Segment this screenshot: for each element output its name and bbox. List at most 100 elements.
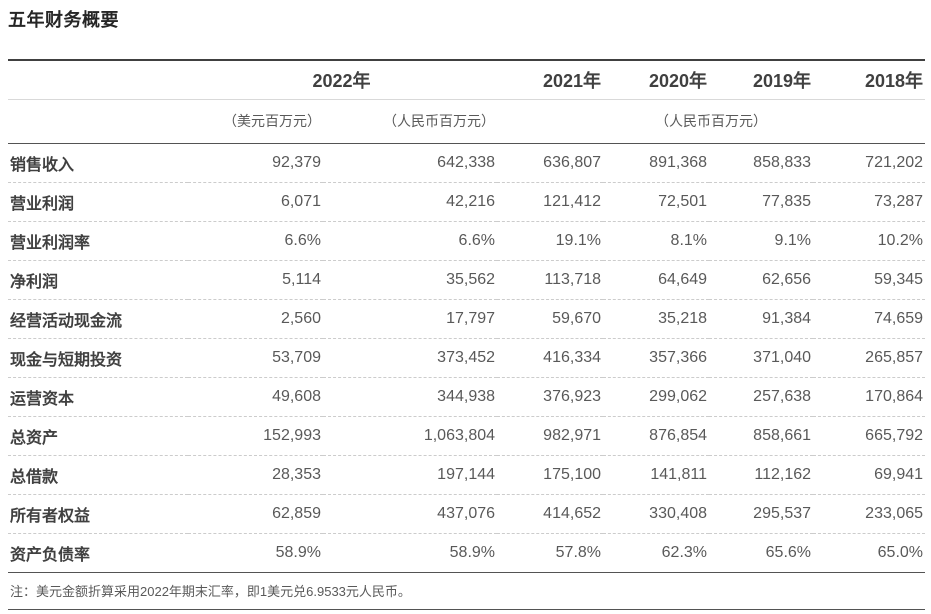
cell-value: 2,560 [188,299,323,339]
cell-value: 62.3% [603,533,710,573]
cell-value: 1,063,804 [323,416,498,456]
cell-value: 53,709 [188,338,323,378]
cell-value: 891,368 [603,143,710,183]
cell-value: 69,941 [813,455,926,495]
cell-value: 35,218 [603,299,710,339]
page-title: 五年财务概要 [8,10,119,30]
year-header-2021: 2021年 [497,60,604,100]
cell-value: 152,993 [188,416,323,456]
row-label: 营业利润率 [8,221,188,261]
table-row-operating-margin: 营业利润率 6.6% 6.6% 19.1% 8.1% 9.1% 10.2% [8,221,926,261]
unit-header-row: （美元百万元） （人民币百万元） （人民币百万元） [8,99,926,144]
row-label: 净利润 [8,260,188,300]
cell-value: 8.1% [603,221,710,261]
cell-value: 17,797 [323,299,498,339]
table-row-revenue: 销售收入 92,379 642,338 636,807 891,368 858,… [8,143,926,183]
cell-value: 636,807 [497,143,604,183]
corner-cell [8,60,188,100]
cell-value: 170,864 [813,377,926,417]
cell-value: 65.6% [709,533,814,573]
cell-value: 58.9% [323,533,498,573]
cell-value: 35,562 [323,260,498,300]
table-row-working-capital: 运营资本 49,608 344,938 376,923 299,062 257,… [8,377,926,417]
cell-value: 295,537 [709,494,814,534]
cell-value: 59,345 [813,260,926,300]
cell-value: 62,656 [709,260,814,300]
cell-value: 113,718 [497,260,604,300]
cell-value: 59,670 [497,299,604,339]
row-label: 资产负债率 [8,533,188,573]
cell-value: 373,452 [323,338,498,378]
row-label: 现金与短期投资 [8,338,188,378]
cell-value: 64,649 [603,260,710,300]
row-label: 总资产 [8,416,188,456]
row-label: 经营活动现金流 [8,299,188,339]
cell-value: 197,144 [323,455,498,495]
cell-value: 858,661 [709,416,814,456]
cell-value: 416,334 [497,338,604,378]
table-row-total-assets: 总资产 152,993 1,063,804 982,971 876,854 85… [8,416,926,456]
cell-value: 6.6% [323,221,498,261]
unit-header-rmb-2022: （人民币百万元） [323,99,498,144]
table-row-owners-equity: 所有者权益 62,859 437,076 414,652 330,408 295… [8,494,926,534]
row-label: 所有者权益 [8,494,188,534]
cell-value: 62,859 [188,494,323,534]
cell-value: 233,065 [813,494,926,534]
cell-value: 42,216 [323,182,498,222]
cell-value: 265,857 [813,338,926,378]
cell-value: 112,162 [709,455,814,495]
cell-value: 414,652 [497,494,604,534]
row-label: 销售收入 [8,143,188,183]
cell-value: 6.6% [188,221,323,261]
cell-value: 72,501 [603,182,710,222]
row-label: 总借款 [8,455,188,495]
cell-value: 175,100 [497,455,604,495]
cell-value: 5,114 [188,260,323,300]
footnote-row: 注：美元金额折算采用2022年期末汇率，即1美元兑6.9533元人民币。 [8,572,925,609]
cell-value: 19.1% [497,221,604,261]
cell-value: 92,379 [188,143,323,183]
cell-value: 982,971 [497,416,604,456]
cell-value: 371,040 [709,338,814,378]
cell-value: 91,384 [709,299,814,339]
row-label: 营业利润 [8,182,188,222]
cell-value: 330,408 [603,494,710,534]
year-header-2020: 2020年 [603,60,710,100]
cell-value: 376,923 [497,377,604,417]
year-header-2018: 2018年 [813,60,926,100]
cell-value: 77,835 [709,182,814,222]
cell-value: 357,366 [603,338,710,378]
cell-value: 6,071 [188,182,323,222]
cell-value: 721,202 [813,143,926,183]
table-row-operating-cash-flow: 经营活动现金流 2,560 17,797 59,670 35,218 91,38… [8,299,926,339]
cell-value: 74,659 [813,299,926,339]
cell-value: 28,353 [188,455,323,495]
empty-cell [8,99,188,144]
cell-value: 858,833 [709,143,814,183]
table-row-debt-ratio: 资产负债率 58.9% 58.9% 57.8% 62.3% 65.6% 65.0… [8,533,926,573]
cell-value: 141,811 [603,455,710,495]
cell-value: 665,792 [813,416,926,456]
cell-value: 57.8% [497,533,604,573]
cell-value: 299,062 [603,377,710,417]
cell-value: 58.9% [188,533,323,573]
cell-value: 10.2% [813,221,926,261]
cell-value: 344,938 [323,377,498,417]
exchange-rate-note: 注：美元金额折算采用2022年期末汇率，即1美元兑6.9533元人民币。 [10,584,411,599]
unit-header-usd-2022: （美元百万元） [188,99,323,144]
table-row-total-borrowings: 总借款 28,353 197,144 175,100 141,811 112,1… [8,455,926,495]
year-header-2022: 2022年 [188,60,498,100]
table-row-net-profit: 净利润 5,114 35,562 113,718 64,649 62,656 5… [8,260,926,300]
unit-header-rmb-rest: （人民币百万元） [497,99,926,144]
cell-value: 121,412 [497,182,604,222]
cell-value: 9.1% [709,221,814,261]
cell-value: 876,854 [603,416,710,456]
row-label: 运营资本 [8,377,188,417]
cell-value: 642,338 [323,143,498,183]
table-row-operating-profit: 营业利润 6,071 42,216 121,412 72,501 77,835 … [8,182,926,222]
year-header-row: 2022年 2021年 2020年 2019年 2018年 [8,60,926,100]
cell-value: 257,638 [709,377,814,417]
table-row-cash-short-term-investments: 现金与短期投资 53,709 373,452 416,334 357,366 3… [8,338,926,378]
cell-value: 73,287 [813,182,926,222]
